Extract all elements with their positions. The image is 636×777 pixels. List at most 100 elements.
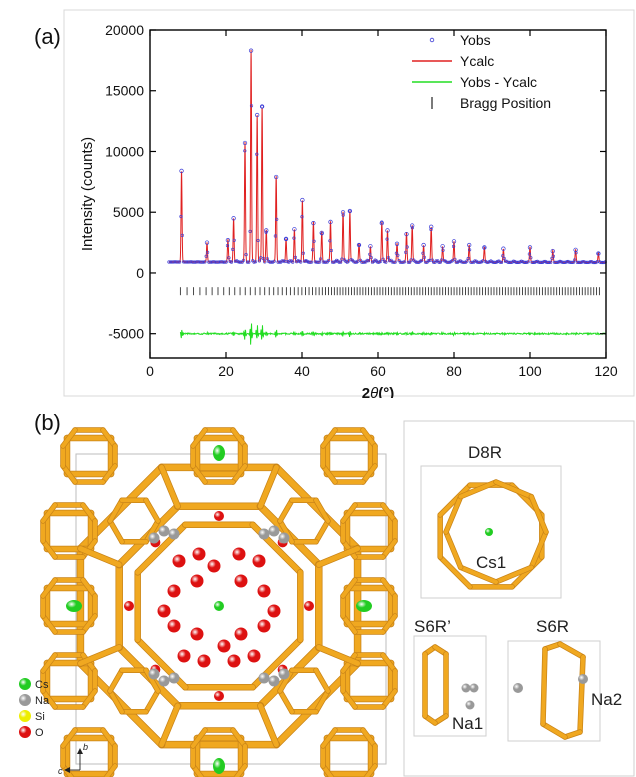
yobs-peak-point — [231, 216, 236, 221]
oxygen-atom — [172, 554, 186, 568]
yobs-point — [429, 227, 433, 232]
yobs-peak-point — [311, 221, 316, 226]
yobs-peak-point — [319, 230, 324, 236]
yobs-point — [499, 260, 504, 265]
yobs-point — [526, 260, 530, 264]
yobs-point — [368, 252, 372, 256]
chart-frame — [63, 9, 635, 397]
plot-box — [149, 29, 607, 359]
framework-bond — [278, 668, 294, 693]
yobs-point — [256, 238, 260, 243]
yobs-point — [550, 256, 554, 260]
yobs-point — [176, 260, 180, 264]
framework-bond — [144, 668, 160, 693]
legend-label: Ycalc — [460, 53, 494, 69]
yobs-peak-point — [204, 240, 210, 245]
framework-bond — [458, 480, 498, 499]
legend-o-ball — [19, 726, 31, 738]
cesium-atom — [213, 445, 225, 461]
yobs-point — [502, 256, 506, 261]
ycalc-line — [168, 49, 606, 263]
sodium-atom — [258, 528, 270, 540]
yobs-point — [243, 149, 247, 153]
yobs-point — [529, 256, 533, 260]
yobs-point — [224, 260, 228, 264]
oxygen-atom — [124, 601, 134, 611]
framework-bond — [41, 614, 57, 634]
oxygen-atom — [207, 559, 221, 573]
yobs-point — [273, 234, 278, 238]
framework-bond — [364, 764, 377, 777]
difference-line — [179, 323, 607, 345]
yobs-point — [437, 260, 441, 264]
x-tick-label: 40 — [294, 363, 310, 379]
axis-b-arrowhead — [77, 748, 83, 754]
framework-bond — [81, 503, 97, 523]
yobs-peak-point — [550, 248, 555, 254]
framework-bond — [361, 728, 377, 748]
framework-bond — [101, 464, 117, 484]
yobs-point — [248, 229, 252, 233]
x-tick-label: 100 — [518, 363, 542, 379]
yobs-peak-point — [482, 245, 487, 250]
framework-bond — [41, 578, 57, 598]
yobs-point — [328, 239, 332, 243]
framework-bond — [234, 764, 247, 777]
yobs-point — [378, 259, 383, 264]
yobs-point — [227, 256, 231, 260]
sodium-atom — [148, 532, 160, 544]
s6r-box — [507, 640, 601, 742]
yobs-point — [462, 260, 466, 264]
framework-bond — [381, 539, 397, 559]
yobs-point — [299, 260, 303, 264]
yobs-point — [498, 260, 502, 264]
yobs-point — [247, 260, 251, 264]
yobs-point — [263, 260, 267, 264]
cesium-atom — [214, 601, 224, 611]
x-axis-unit: (°) — [378, 385, 394, 398]
y-tick-label: 0 — [136, 265, 144, 281]
yobs-point — [340, 257, 344, 261]
yobs-point — [329, 248, 333, 253]
framework-bond — [61, 728, 77, 748]
yobs-peak-point — [248, 48, 254, 53]
x-axis-symbol: 2 — [362, 385, 370, 398]
oxygen-atom — [190, 627, 204, 641]
oxygen-atom — [234, 627, 248, 641]
yobs-point — [453, 257, 457, 261]
yobs-point — [503, 259, 508, 263]
y-tick-label: 5000 — [113, 204, 144, 220]
yobs-point — [301, 251, 305, 255]
framework-bond — [494, 480, 534, 499]
yobs-point — [337, 260, 341, 264]
oxygen-atom — [227, 654, 241, 668]
framework-bond — [108, 519, 124, 544]
yobs-point — [563, 260, 567, 265]
sodium-atom-na2 — [578, 674, 588, 684]
sodium-atom — [158, 675, 170, 687]
framework-bond — [104, 764, 117, 777]
framework-bond — [278, 689, 294, 714]
yobs-point — [468, 248, 472, 252]
yobs-point — [241, 258, 246, 262]
yobs-point — [549, 260, 553, 264]
yobs-peak-point — [242, 140, 248, 146]
legend-label: Bragg Position — [460, 95, 551, 111]
framework-bond — [108, 498, 124, 523]
sodium-atom — [168, 528, 180, 540]
label-d8r: D8R — [468, 443, 502, 462]
oxygen-atom — [247, 649, 261, 663]
framework-bond — [341, 689, 357, 709]
yobs-point — [465, 259, 469, 263]
yobs-peak-point — [440, 244, 445, 249]
framework-bond — [77, 546, 122, 568]
oxygen-atom — [167, 619, 181, 633]
yobs-peak-point — [501, 246, 506, 251]
framework-bond — [81, 689, 97, 709]
sodium-atom — [258, 672, 270, 684]
yobs-peak-point — [410, 223, 415, 228]
oxygen-atom — [257, 619, 271, 633]
framework-bond — [159, 703, 181, 748]
framework-bond — [191, 728, 207, 748]
yobs-point — [277, 260, 282, 264]
